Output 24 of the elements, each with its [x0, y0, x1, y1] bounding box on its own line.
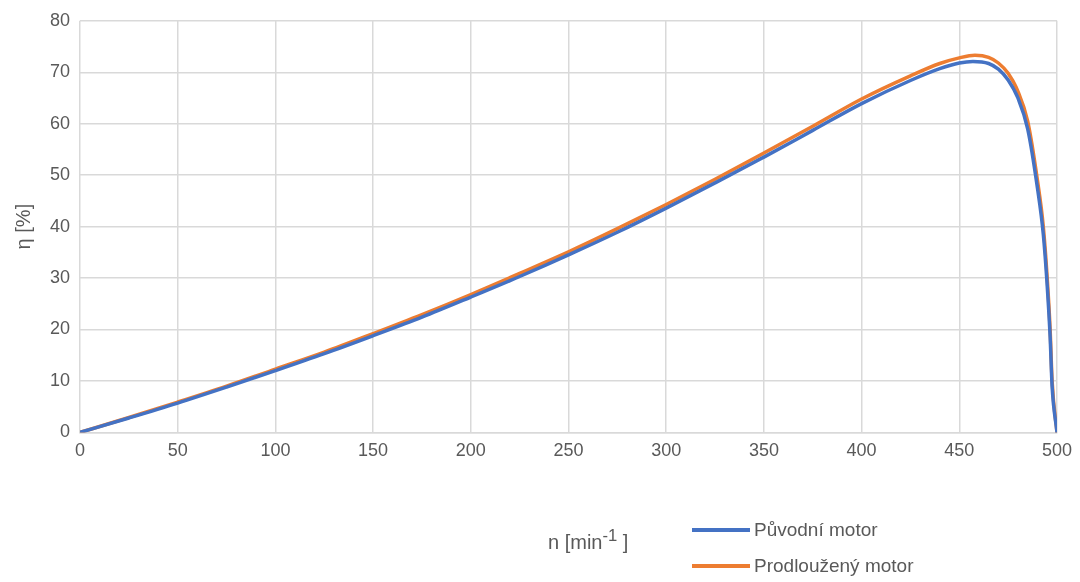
legend-label: Prodloužený motor: [754, 555, 914, 577]
y-tick-label: 60: [49, 112, 71, 133]
x-tick-label: 200: [455, 440, 486, 461]
y-axis-title: η [%]: [11, 203, 34, 250]
x-tick-label: 450: [944, 440, 975, 461]
y-tick-label: 0: [60, 421, 71, 442]
x-tick-label: 400: [846, 440, 877, 461]
x-tick-label: 250: [553, 440, 584, 461]
x-axis-title: n [min$^{-1}$ ]: [548, 526, 629, 554]
legend-label: Původní motor: [754, 519, 878, 541]
x-tick-label: 350: [748, 440, 779, 461]
x-tick-label: 100: [260, 440, 291, 461]
x-tick-label: 300: [651, 440, 682, 461]
x-tick-label: 50: [167, 440, 188, 461]
x-tick-label: 0: [75, 440, 86, 461]
x-tick-label: 500: [1041, 440, 1073, 461]
y-tick-label: 30: [49, 267, 71, 288]
x-tick-label: 150: [358, 440, 389, 461]
y-tick-label: 50: [49, 164, 71, 185]
y-tick-label: 10: [49, 369, 71, 390]
y-tick-label: 20: [49, 318, 71, 339]
y-tick-label: 80: [49, 9, 71, 30]
y-tick-label: 70: [49, 61, 71, 82]
y-tick-label: 40: [49, 215, 71, 236]
